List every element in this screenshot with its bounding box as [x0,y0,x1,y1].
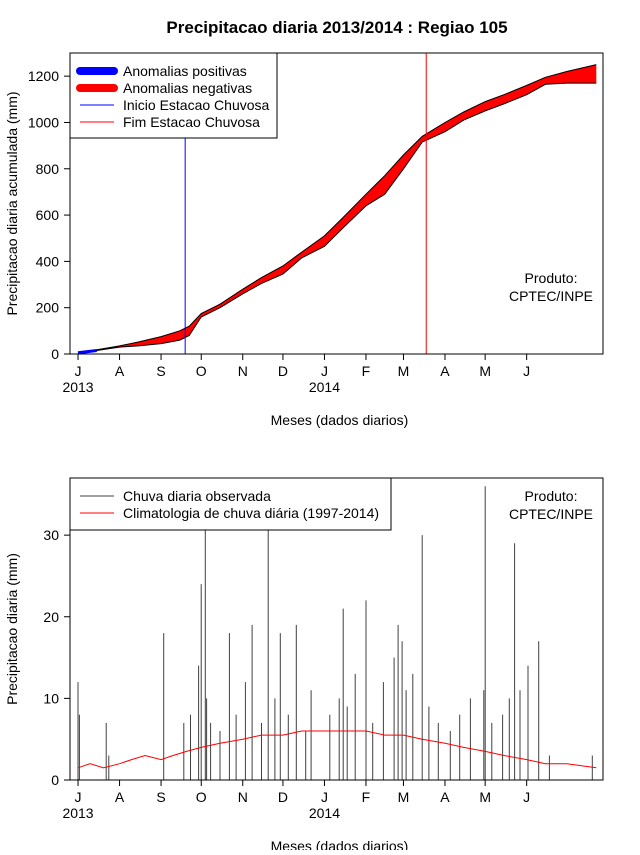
positive-anomaly-band [77,349,97,354]
x-tick-label: N [238,789,248,805]
legend-label: Chuva diaria observada [123,488,271,504]
legend-label: Inicio Estacao Chuvosa [123,97,270,113]
chart-title: Precipitacao diaria 2013/2014 : Regiao 1… [166,18,507,37]
x-tick-label: F [362,363,371,379]
x-year-label: 2014 [309,379,340,395]
product-annotation: CPTEC/INPE [509,288,593,304]
x-year-label: 2013 [62,805,93,821]
product-annotation: Produto: [525,488,578,504]
x-tick-label: J [75,363,82,379]
x-tick-label: O [196,789,207,805]
x-tick-label: D [278,789,288,805]
x-tick-label: A [440,789,450,805]
x-year-label: 2013 [62,379,93,395]
x-tick-label: J [523,363,530,379]
x-tick-label: F [362,789,371,805]
x-tick-label: A [115,363,125,379]
x-tick-label: J [523,789,530,805]
y-axis-title: Precipitacao diaria acumulada (mm) [4,91,20,315]
y-tick-label: 0 [51,772,59,788]
x-tick-label: M [398,363,410,379]
x-tick-label: M [479,363,491,379]
x-tick-label: D [278,363,288,379]
legend-label: Anomalias positivas [123,63,247,79]
y-tick-label: 800 [36,161,60,177]
legend-label: Anomalias negativas [123,80,252,96]
y-tick-label: 1000 [28,114,59,130]
plot-area [77,486,597,780]
x-tick-label: O [196,363,207,379]
x-tick-label: N [238,363,248,379]
x-tick-label: A [440,363,450,379]
observed-cumulative-line [77,82,597,354]
y-tick-label: 20 [43,609,59,625]
x-tick-label: M [398,789,410,805]
y-tick-label: 0 [51,346,59,362]
x-tick-label: A [115,789,125,805]
climatology-cumulative-line [77,64,597,354]
product-annotation: Produto: [525,270,578,286]
x-tick-label: M [479,789,491,805]
legend-label: Climatologia de chuva diária (1997-2014) [123,505,379,521]
legend-label: Fim Estacao Chuvosa [123,114,260,130]
y-tick-label: 600 [36,207,60,223]
x-axis-title: Meses (dados diarios) [271,412,409,428]
x-axis-title: Meses (dados diarios) [271,838,409,850]
y-axis-title: Precipitacao diaria (mm) [4,553,20,705]
legend-box [69,477,392,531]
daily-climatology-line [77,730,597,769]
y-tick-label: 400 [36,253,60,269]
product-annotation: CPTEC/INPE [509,506,593,522]
x-year-label: 2014 [309,805,340,821]
y-tick-label: 1200 [28,68,59,84]
plot-frame [69,52,604,355]
y-tick-label: 30 [43,527,59,543]
x-tick-label: S [156,363,165,379]
y-tick-label: 10 [43,690,59,706]
x-tick-label: J [321,363,328,379]
x-tick-label: J [321,789,328,805]
x-tick-label: J [75,789,82,805]
y-tick-label: 200 [36,300,60,316]
x-tick-label: S [156,789,165,805]
